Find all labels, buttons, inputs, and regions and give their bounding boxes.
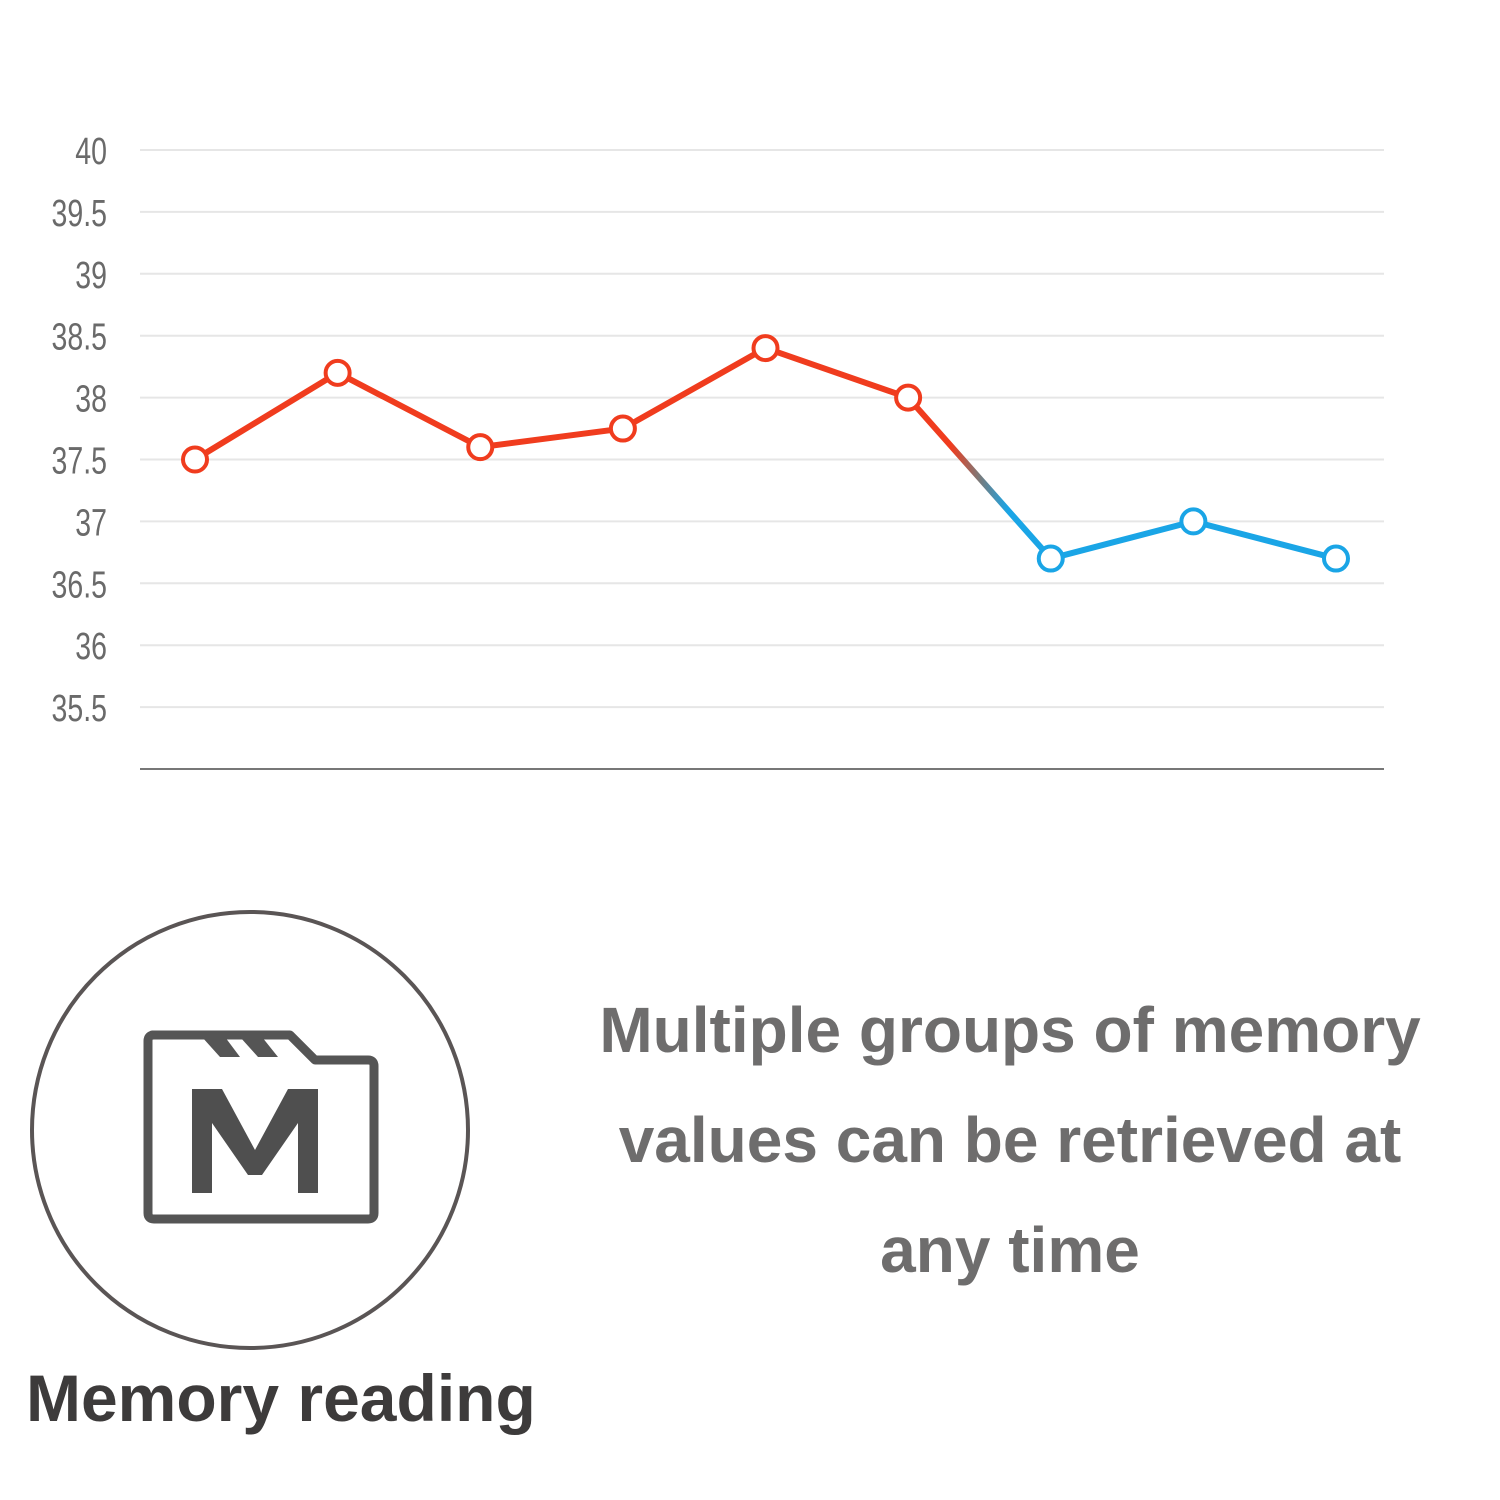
y-tick-label: 39 (75, 255, 107, 297)
data-point (323, 358, 352, 387)
feature-description: Multiple groups of memory values can be … (599, 994, 1421, 1286)
data-point (181, 445, 209, 474)
line-segment (905, 394, 1054, 562)
line-segment (762, 345, 912, 401)
y-tick-label: 39.5 (52, 193, 107, 235)
y-tick-label: 36.5 (52, 564, 107, 606)
line-segment (477, 425, 626, 451)
memory-card-m-icon (143, 1030, 379, 1224)
data-point (894, 383, 923, 412)
line-segment (334, 369, 484, 451)
data-point (751, 334, 780, 363)
data-point (466, 433, 495, 462)
y-tick-label: 37.5 (52, 441, 107, 483)
line-segment (619, 345, 769, 432)
y-tick-label: 35.5 (52, 688, 107, 730)
data-point (1179, 507, 1208, 536)
icon-circle (30, 910, 470, 1350)
y-tick-label: 38 (75, 379, 107, 421)
line-segment (192, 369, 341, 463)
line-chart: 40 39.5 39 38.5 38 37.5 37 36.5 36 35.5 (52, 131, 1384, 770)
y-tick-label: 36 (75, 626, 107, 668)
y-tick-label: 37 (75, 503, 107, 545)
line-segment (1047, 518, 1197, 562)
y-tick-label: 38.5 (52, 317, 107, 359)
data-point (1322, 544, 1350, 573)
data-point (608, 414, 637, 443)
y-tick-label: 40 (75, 131, 107, 173)
feature-caption: Memory reading (26, 1361, 536, 1435)
line-segment (1190, 518, 1339, 562)
data-point (1036, 544, 1065, 573)
